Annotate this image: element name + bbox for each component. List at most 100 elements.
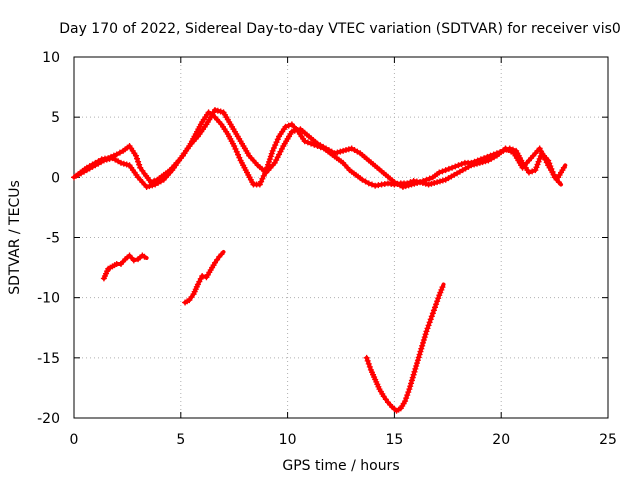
data-point (359, 176, 366, 183)
data-point (436, 169, 443, 176)
data-point (103, 156, 110, 163)
data-point (408, 380, 415, 387)
data-point (414, 179, 421, 186)
data-point (431, 304, 438, 311)
data-point (535, 158, 542, 165)
y-tick-label: 0 (51, 170, 60, 186)
data-point (414, 360, 421, 367)
data-point (419, 342, 426, 349)
data-point (268, 150, 275, 157)
data-point (529, 168, 536, 175)
data-point (186, 297, 193, 304)
data-point (536, 155, 543, 162)
data-point (337, 148, 344, 155)
series-negative-arc-1 (100, 252, 149, 282)
data-point (402, 183, 409, 190)
data-point (132, 152, 139, 159)
data-point (106, 155, 113, 162)
x-tick-label: 25 (599, 432, 617, 448)
x-axis-label: GPS time / hours (282, 458, 399, 474)
data-point (382, 396, 389, 403)
data-point (473, 160, 480, 167)
data-point (525, 169, 532, 176)
data-point (408, 181, 415, 188)
data-point (141, 253, 148, 260)
data-point (266, 156, 273, 163)
data-point (425, 181, 432, 188)
data-point (406, 386, 413, 393)
series-negative-arc-3 (363, 282, 446, 414)
data-point (420, 337, 427, 344)
data-point (426, 175, 433, 182)
x-tick-label: 10 (279, 432, 297, 448)
data-point (273, 139, 280, 146)
data-point (304, 139, 311, 146)
series-negative-arc-2 (182, 249, 226, 306)
data-point (301, 138, 308, 145)
y-axis-label: SDTVAR / TECUs (7, 180, 23, 295)
data-point (139, 167, 146, 174)
data-point (424, 325, 431, 332)
data-point (130, 257, 137, 264)
data-point (413, 363, 420, 370)
data-point (399, 183, 406, 190)
data-point (308, 140, 315, 147)
data-point (380, 393, 387, 400)
data-point (427, 316, 434, 323)
data-point (149, 182, 156, 189)
data-point (117, 159, 124, 166)
data-point (431, 179, 438, 186)
data-point (285, 122, 292, 129)
series-main-track-a (71, 109, 564, 189)
y-tick-label: -5 (46, 231, 60, 247)
data-point (435, 295, 442, 302)
data-point (425, 322, 432, 329)
data-point (411, 368, 418, 375)
data-point (211, 259, 218, 266)
data-point (135, 158, 142, 165)
y-tick-label: -20 (37, 411, 60, 427)
data-point (532, 167, 539, 174)
data-point (434, 179, 441, 186)
data-point (482, 158, 489, 165)
data-point (265, 158, 272, 165)
y-tick-label: 5 (51, 110, 60, 126)
data-point (366, 363, 373, 370)
data-point (430, 307, 437, 314)
data-point (120, 160, 127, 167)
data-point (560, 164, 567, 171)
data-point (409, 374, 416, 381)
data-point (365, 180, 372, 187)
data-point (436, 292, 443, 299)
data-point (137, 164, 144, 171)
data-point (259, 175, 266, 182)
data-point (429, 310, 436, 317)
data-point (134, 155, 141, 162)
data-point (420, 339, 427, 346)
data-point (426, 319, 433, 326)
data-point (342, 147, 349, 154)
data-point (334, 149, 341, 156)
data-point (233, 148, 240, 155)
chart-title: Day 170 of 2022, Sidereal Day-to-day VTE… (59, 21, 621, 37)
grid-lines (74, 57, 608, 418)
data-point (214, 256, 221, 263)
data-point (402, 398, 409, 405)
data-point (468, 162, 475, 169)
data-point (214, 107, 221, 114)
data-point (146, 183, 153, 190)
data-point (403, 395, 410, 402)
y-tick-label: -10 (37, 291, 60, 307)
data-point (267, 153, 274, 160)
x-tick-label: 15 (385, 432, 403, 448)
axis-ticks: 0 5 10 15 20 25 -20 -15 -10 -5 0 5 10 (37, 50, 617, 448)
data-point (404, 392, 411, 399)
data-point (428, 180, 435, 187)
data-point (417, 348, 424, 355)
data-point (136, 161, 143, 168)
data-point (442, 167, 449, 174)
data-point (437, 289, 444, 296)
data-point (235, 151, 242, 158)
data-point (211, 106, 218, 113)
data-point (419, 179, 426, 186)
